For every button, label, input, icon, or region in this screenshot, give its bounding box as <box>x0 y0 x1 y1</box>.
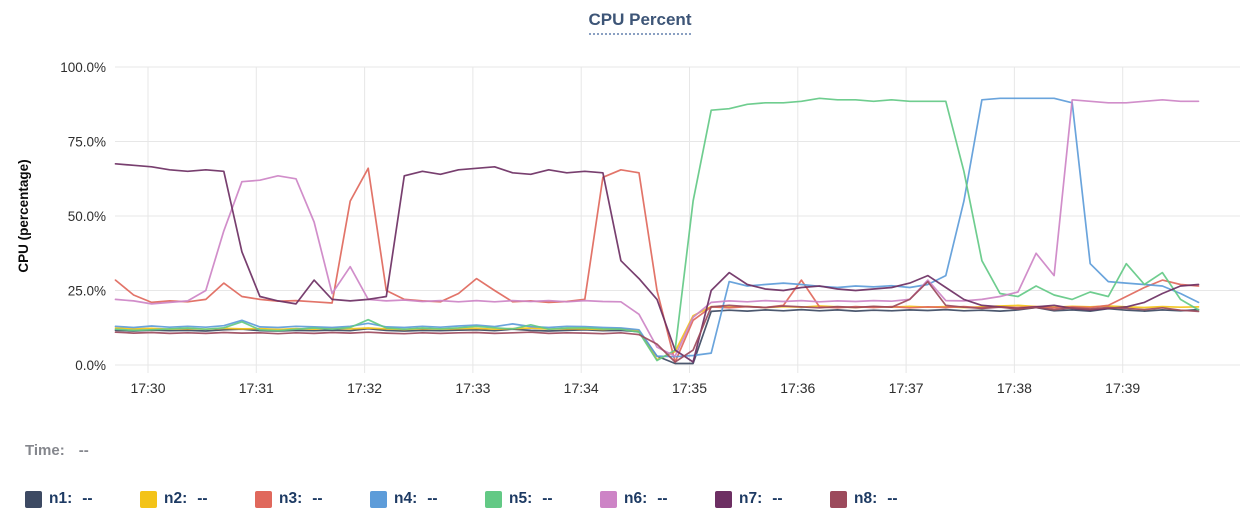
legend-value-n3: -- <box>312 490 323 507</box>
legend-swatch-n5 <box>485 490 502 508</box>
y-tick-label: 100.0% <box>60 60 106 75</box>
y-tick-label: 75.0% <box>68 135 106 150</box>
series-line-n4 <box>114 97 1200 358</box>
legend-item-n5[interactable]: n5: -- <box>485 490 600 508</box>
time-readout-label: Time: <box>25 442 65 459</box>
legend-value-n7: -- <box>772 490 783 507</box>
series-line-n2 <box>114 304 1200 361</box>
series-line-n8 <box>114 280 1200 363</box>
legend-swatch-n8 <box>830 490 847 508</box>
legend-label-n8: n8: <box>854 490 878 507</box>
x-tick-label: 17:33 <box>455 380 490 396</box>
legend-swatch-n1 <box>25 490 42 508</box>
x-tick-label: 17:38 <box>997 380 1032 396</box>
x-tick-label: 17:39 <box>1105 380 1140 396</box>
time-readout: Time: -- <box>25 442 89 459</box>
legend-item-n8[interactable]: n8: -- <box>830 490 945 508</box>
x-tick-label: 17:32 <box>347 380 382 396</box>
legend-swatch-n6 <box>600 490 617 508</box>
legend-swatch-n4 <box>370 490 387 508</box>
x-tick-label: 17:34 <box>564 380 599 396</box>
time-readout-value: -- <box>78 442 89 459</box>
series-line-n5 <box>114 97 1200 362</box>
series-line-n3 <box>114 167 1200 363</box>
chart-legend: n1: -- n2: -- n3: -- n4: -- n5: -- n6: -- n7: -- n8: -- <box>25 490 945 508</box>
legend-label-n2: n2: <box>164 490 188 507</box>
legend-value-n2: -- <box>197 490 208 507</box>
series-line-n7 <box>114 162 1200 363</box>
legend-swatch-n7 <box>715 490 732 508</box>
legend-label-n1: n1: <box>49 490 73 507</box>
x-tick-label: 17:35 <box>672 380 707 396</box>
chart-title[interactable]: CPU Percent <box>588 10 692 35</box>
series-line-n6 <box>114 98 1200 357</box>
x-tick-label: 17:30 <box>130 380 165 396</box>
cpu-percent-chart-plot[interactable]: 100.0% 75.0% 50.0% 25.0% 0.0% 17:30 17:31 17:32… <box>0 45 1254 420</box>
legend-value-n8: -- <box>887 490 898 507</box>
legend-item-n1[interactable]: n1: -- <box>25 490 140 508</box>
x-tick-label: 17:37 <box>889 380 924 396</box>
legend-item-n7[interactable]: n7: -- <box>715 490 830 508</box>
x-tick-label: 17:36 <box>780 380 815 396</box>
legend-item-n4[interactable]: n4: -- <box>370 490 485 508</box>
legend-value-n4: -- <box>427 490 438 507</box>
legend-item-n2[interactable]: n2: -- <box>140 490 255 508</box>
y-axis-title: CPU (percentage) <box>16 159 31 272</box>
legend-value-n1: -- <box>82 490 93 507</box>
legend-item-n6[interactable]: n6: -- <box>600 490 715 508</box>
legend-item-n3[interactable]: n3: -- <box>255 490 370 508</box>
y-tick-label: 50.0% <box>68 209 106 224</box>
legend-value-n5: -- <box>542 490 553 507</box>
legend-label-n4: n4: <box>394 490 418 507</box>
chart-title-wrap: CPU Percent <box>0 10 1254 35</box>
legend-swatch-n3 <box>255 490 272 508</box>
legend-label-n5: n5: <box>509 490 533 507</box>
legend-label-n7: n7: <box>739 490 763 507</box>
legend-label-n3: n3: <box>279 490 303 507</box>
legend-swatch-n2 <box>140 490 157 508</box>
y-tick-label: 0.0% <box>75 358 106 373</box>
legend-value-n6: -- <box>657 490 668 507</box>
y-tick-label: 25.0% <box>68 284 106 299</box>
x-tick-label: 17:31 <box>239 380 274 396</box>
legend-label-n6: n6: <box>624 490 648 507</box>
